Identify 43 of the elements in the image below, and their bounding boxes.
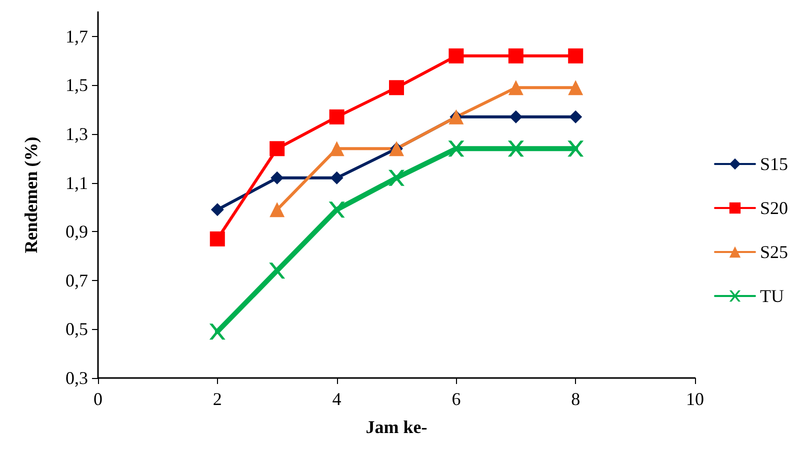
point	[269, 262, 286, 279]
point	[448, 48, 464, 64]
legend-label: S25	[760, 242, 788, 262]
x-tick-label: 10	[686, 389, 704, 409]
point	[209, 324, 226, 340]
x-tick-label: 8	[571, 389, 580, 409]
point	[329, 141, 344, 156]
y-tick-label: 0,9	[66, 222, 88, 242]
legend-label: S15	[760, 154, 788, 174]
x-tick-label: 6	[452, 389, 461, 409]
point	[329, 109, 344, 124]
x-tick-label: 0	[94, 389, 102, 409]
point	[568, 48, 584, 64]
x-tick-label: 2	[212, 389, 222, 409]
point	[508, 140, 524, 157]
point	[389, 80, 404, 96]
point	[328, 202, 345, 218]
point	[508, 48, 524, 64]
point	[210, 231, 225, 246]
point	[448, 140, 464, 157]
y-tick-label: 0,7	[66, 270, 88, 290]
point	[270, 141, 285, 156]
point	[568, 80, 584, 96]
point	[508, 80, 524, 96]
point	[569, 110, 582, 124]
y-tick-label: 1,1	[66, 172, 88, 193]
y-tick-label: 1,7	[66, 26, 88, 46]
x-axis-title: Jam ke-	[366, 417, 428, 437]
y-tick-label: 1,5	[66, 75, 88, 96]
point	[568, 140, 584, 157]
point	[330, 171, 344, 184]
y-tick-label: 0,5	[66, 319, 88, 340]
y-axis-title: Rendemen (%)	[21, 136, 41, 254]
point	[270, 171, 284, 184]
y-tick-label: 1,3	[66, 124, 88, 144]
x-tick-label: 4	[332, 389, 342, 409]
point	[388, 170, 404, 186]
legend-label: S20	[760, 198, 788, 218]
point	[210, 203, 224, 216]
point	[509, 110, 522, 124]
legend-label: TU	[760, 286, 784, 306]
point	[270, 202, 285, 218]
y-tick-label: 0,3	[66, 368, 88, 388]
